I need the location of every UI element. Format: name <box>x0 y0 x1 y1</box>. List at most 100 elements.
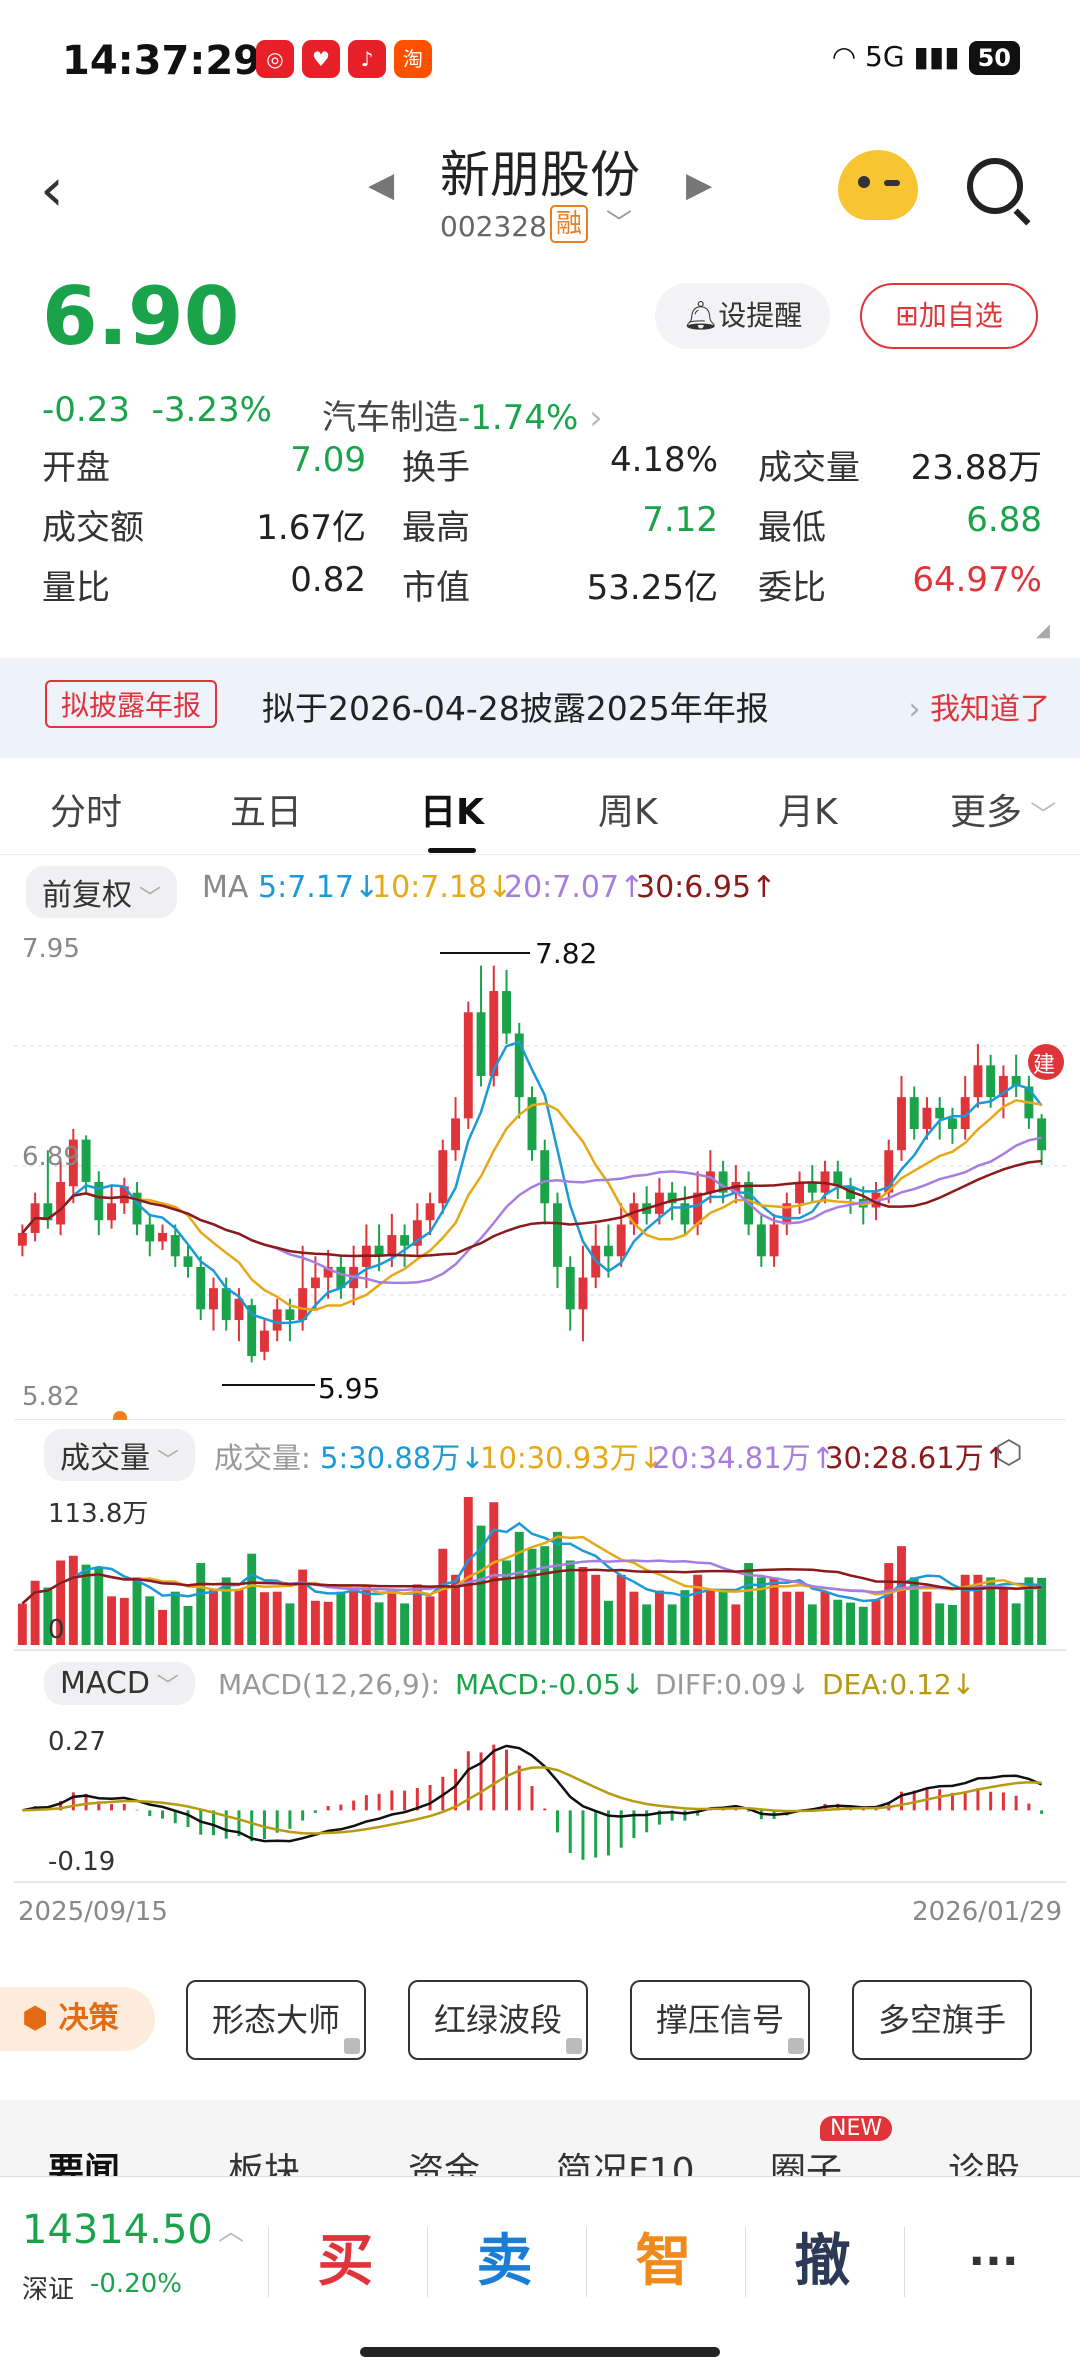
volume-bar <box>603 1600 613 1645</box>
volume-bar <box>654 1590 664 1645</box>
expand-corner-icon[interactable]: ◢ <box>1036 620 1050 641</box>
candle-body <box>527 1097 537 1151</box>
volume-bar <box>30 1580 40 1645</box>
tab-weekly-k[interactable]: 周K <box>598 792 658 833</box>
more-icon[interactable]: ··· <box>968 2236 1019 2287</box>
candle-body <box>769 1224 779 1257</box>
app-notification-icon: ♥ <box>302 40 340 78</box>
candle-body <box>387 1235 397 1257</box>
volume-bar <box>259 1592 269 1645</box>
event-dot[interactable] <box>113 1411 127 1425</box>
candle-body <box>807 1182 817 1193</box>
candles-group <box>17 965 1047 1363</box>
smart-button[interactable]: 智 <box>635 2229 692 2294</box>
volume-bar <box>527 1548 537 1645</box>
volume-bar <box>833 1599 843 1645</box>
candle-body <box>616 1224 626 1257</box>
candle-body <box>412 1220 422 1246</box>
tab-daily-k[interactable]: 日K <box>420 783 484 853</box>
candle-body <box>425 1203 435 1221</box>
candle-body <box>81 1139 91 1183</box>
stat-label: 最低 <box>758 508 826 548</box>
tool-red-green-band[interactable]: 红绿波段 <box>408 1980 588 2060</box>
volume-bar <box>323 1601 333 1645</box>
cancel-order-button[interactable]: 撤 <box>794 2229 851 2294</box>
tab-diagnose[interactable]: 诊股 <box>948 2151 1021 2176</box>
y-axis-top: 7.95 <box>22 934 80 964</box>
decision-tab[interactable]: ⬢ 决策 <box>0 1987 155 2051</box>
back-icon[interactable]: ‹ <box>40 155 64 225</box>
candle-body <box>310 1277 320 1289</box>
volume-bar <box>591 1574 601 1645</box>
decision-label: 决策 <box>58 2001 119 2036</box>
tab-circle[interactable]: 圈子 <box>770 2151 843 2176</box>
tab-funds[interactable]: 资金 <box>408 2151 481 2176</box>
tab-more[interactable]: 更多 ﹀ <box>950 783 1056 835</box>
volume-label: 成交量 <box>60 1441 150 1476</box>
settings-hexagon-icon[interactable]: ⬡ <box>995 1433 1023 1471</box>
tab-five-day[interactable]: 五日 <box>230 792 303 833</box>
build-badge[interactable] <box>1028 1044 1064 1080</box>
divider <box>904 2227 905 2297</box>
tool-label: 形态大师 <box>211 2001 340 2039</box>
macd-chart[interactable]: 0.27 -0.19 <box>0 1712 1080 1887</box>
candle-body <box>998 1075 1008 1098</box>
status-bar: 14:37:29 ◎ ♥ ♪ 淘 ◠ 5G ▮▮▮ 50 <box>0 0 1080 125</box>
volume-bar <box>540 1546 550 1645</box>
tab-sector[interactable]: 板块 <box>228 2151 301 2176</box>
volume-bar <box>935 1603 945 1645</box>
volume-bar <box>400 1603 410 1645</box>
volume-bar <box>438 1548 448 1645</box>
volume-selector[interactable]: 成交量 ﹀ <box>44 1429 195 1481</box>
candle-body <box>374 1245 384 1257</box>
next-stock-icon[interactable]: ▶ <box>686 165 713 205</box>
volume-bar <box>795 1591 805 1645</box>
candle-body <box>553 1203 562 1267</box>
stat-label: 量比 <box>42 568 110 608</box>
macd-selector[interactable]: MACD ﹀ <box>44 1662 195 1705</box>
volume-bar <box>387 1589 397 1645</box>
kline-chart[interactable]: 7.95 6.89 5.82 7.82 5.95 建 <box>0 920 1080 1425</box>
tool-support-signal[interactable]: 撑压信号 <box>630 1980 810 2060</box>
stat-value: 4.18% <box>609 440 718 480</box>
buy-button[interactable]: 买 <box>317 2229 374 2294</box>
index-value: 14314.50 <box>22 2207 213 2253</box>
tab-intraday[interactable]: 分时 <box>50 792 123 833</box>
candle-body <box>285 1309 295 1320</box>
mascot-icon[interactable] <box>838 150 918 220</box>
candle-body <box>183 1256 193 1267</box>
candle-body <box>795 1182 805 1204</box>
volume-bar <box>909 1577 919 1645</box>
candle-body <box>196 1266 206 1310</box>
set-reminder-label: 设提醒 <box>718 299 803 332</box>
sector-link[interactable]: 汽车制造-1.74% › <box>322 390 603 439</box>
volume-bar <box>986 1577 996 1645</box>
tool-pattern-master[interactable]: 形态大师 <box>186 1980 366 2060</box>
dismiss-banner-button[interactable]: › 我知道了 <box>908 684 1050 728</box>
prev-stock-icon[interactable]: ◀ <box>368 165 395 205</box>
bell-icon: 🔔︎ <box>682 299 719 332</box>
volume-bar <box>43 1587 53 1645</box>
stat-label: 换手 <box>402 448 470 488</box>
add-watchlist-label: 加自选 <box>918 299 1003 332</box>
chevron-down-icon[interactable]: ﹀ <box>606 209 633 239</box>
tool-bull-bear-flag[interactable]: 多空旗手 <box>852 1980 1032 2060</box>
volume-bar <box>183 1605 193 1645</box>
annual-report-banner[interactable]: 拟披露年报 拟于2026-04-28披露2025年年报 › 我知道了 <box>0 658 1080 758</box>
sell-button[interactable]: 卖 <box>476 2229 533 2294</box>
index-change: -0.20% <box>90 2269 182 2299</box>
tab-f10[interactable]: 简况F10 <box>556 2151 695 2176</box>
candle-body <box>209 1288 218 1310</box>
volume-chart[interactable]: 113.8万 0 <box>0 1485 1080 1655</box>
candle-body <box>158 1232 167 1242</box>
search-icon[interactable] <box>967 158 1023 214</box>
volume-bar <box>744 1563 754 1645</box>
set-reminder-button[interactable]: 🔔︎设提醒 <box>655 283 830 349</box>
tab-monthly-k[interactable]: 月K <box>778 792 838 833</box>
add-watchlist-button[interactable]: ⊞加自选 <box>860 283 1038 349</box>
adjust-selector[interactable]: 前复权 ﹀ <box>26 866 177 918</box>
dismiss-label: 我知道了 <box>930 692 1050 727</box>
divider <box>427 2227 428 2297</box>
candle-body <box>272 1309 282 1331</box>
tab-news[interactable]: 要闻 <box>48 2151 121 2176</box>
